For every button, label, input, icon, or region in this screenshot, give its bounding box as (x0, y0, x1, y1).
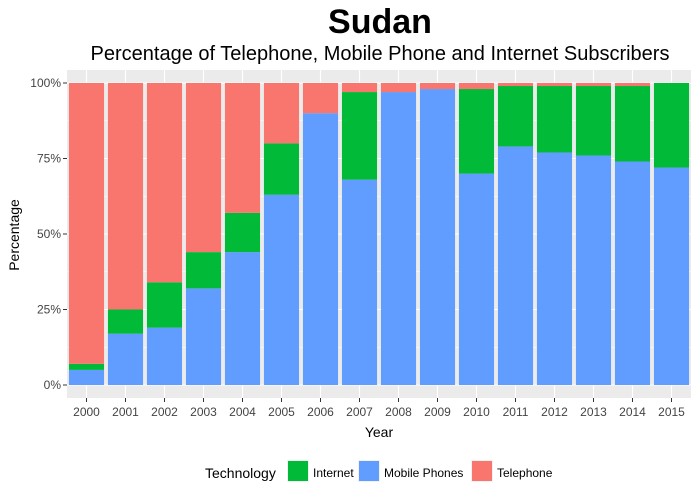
bar-mobile-phones-2005 (263, 194, 300, 385)
bar-internet-2003 (185, 252, 222, 289)
bar-internet-2012 (536, 86, 573, 153)
bar-telephone-2012 (536, 83, 573, 87)
bars (68, 83, 690, 385)
bar-mobile-phones-2014 (614, 161, 651, 385)
x-axis-title: Year (365, 424, 394, 440)
bar-telephone-2002 (146, 83, 183, 283)
bar-mobile-phones-2009 (419, 89, 456, 385)
bar-telephone-2003 (185, 83, 222, 253)
legend-swatch-internet (288, 461, 308, 481)
bar-mobile-phones-2007 (341, 179, 378, 385)
bar-telephone-2010 (458, 83, 495, 90)
bar-internet-2002 (146, 282, 183, 328)
bar-internet-2001 (107, 309, 144, 334)
bar-mobile-phones-2000 (68, 369, 105, 385)
bar-telephone-2014 (614, 83, 651, 87)
x-tick-label: 2003 (190, 405, 217, 419)
x-tick-label: 2011 (503, 405, 529, 419)
bar-internet-2010 (458, 89, 495, 174)
bar-telephone-2011 (497, 83, 534, 87)
y-tick-label: 50% (37, 227, 61, 241)
bar-mobile-phones-2008 (380, 92, 417, 385)
legend-label: Telephone (497, 466, 553, 480)
x-tick-label: 2015 (658, 405, 685, 419)
x-axis-ticks: 2000 2001 2002 2003 2004 2005 2006 2007 2008 2009… (73, 398, 685, 419)
legend-swatch-mobile-phones (359, 461, 379, 481)
bar-mobile-phones-2013 (575, 155, 612, 385)
bar-telephone-2013 (575, 83, 612, 87)
x-tick-label: 2004 (229, 405, 256, 419)
bar-mobile-phones-2015 (653, 167, 690, 385)
bar-internet-2007 (341, 92, 378, 180)
x-tick-label: 2013 (580, 405, 607, 419)
x-tick-label: 2012 (541, 405, 568, 419)
bar-mobile-phones-2006 (302, 113, 339, 385)
bar-mobile-phones-2001 (107, 333, 144, 385)
y-tick-label: 75% (37, 152, 61, 166)
bar-internet-2005 (263, 143, 300, 195)
bar-telephone-2001 (107, 83, 144, 310)
x-tick-label: 2002 (151, 405, 178, 419)
bar-telephone-2004 (224, 83, 261, 213)
y-tick-label: 25% (37, 303, 61, 317)
bar-internet-2000 (68, 363, 105, 370)
bar-internet-2004 (224, 212, 261, 253)
bar-telephone-2009 (419, 83, 456, 90)
y-tick-label: 100% (30, 76, 61, 90)
bar-internet-2011 (497, 86, 534, 147)
legend-title: Technology (205, 465, 276, 481)
bar-telephone-2005 (263, 83, 300, 144)
bar-mobile-phones-2002 (146, 327, 183, 385)
y-tick-label: 0% (44, 378, 62, 392)
bar-internet-2014 (614, 86, 651, 162)
x-tick-label: 2005 (268, 405, 295, 419)
x-tick-label: 2006 (307, 405, 334, 419)
bar-internet-2015 (653, 83, 690, 168)
y-axis-title: Percentage (6, 199, 22, 271)
bar-mobile-phones-2004 (224, 252, 261, 385)
x-tick-label: 2007 (346, 405, 373, 419)
x-tick-label: 2014 (619, 405, 646, 419)
bar-mobile-phones-2003 (185, 288, 222, 385)
x-tick-label: 2001 (112, 405, 139, 419)
bar-mobile-phones-2010 (458, 173, 495, 385)
legend-swatch-telephone (472, 461, 492, 481)
chart-subtitle: Percentage of Telephone, Mobile Phone an… (91, 43, 670, 65)
chart-title: Sudan (328, 3, 432, 41)
x-tick-label: 2008 (385, 405, 412, 419)
bar-telephone-2007 (341, 83, 378, 93)
bar-internet-2013 (575, 86, 612, 156)
legend: Technology Internet Mobile Phones Telephon… (205, 460, 553, 482)
legend-label: Mobile Phones (384, 466, 463, 480)
bar-mobile-phones-2011 (497, 146, 534, 385)
x-tick-label: 2000 (73, 405, 100, 419)
legend-label: Internet (313, 466, 354, 480)
bar-mobile-phones-2012 (536, 152, 573, 385)
bar-telephone-2000 (68, 83, 105, 364)
y-axis-ticks: 0% 25% 50% 75% 100% (30, 76, 67, 392)
x-tick-label: 2009 (424, 405, 451, 419)
bar-telephone-2008 (380, 83, 417, 93)
x-tick-label: 2010 (463, 405, 490, 419)
bar-telephone-2006 (302, 83, 339, 114)
